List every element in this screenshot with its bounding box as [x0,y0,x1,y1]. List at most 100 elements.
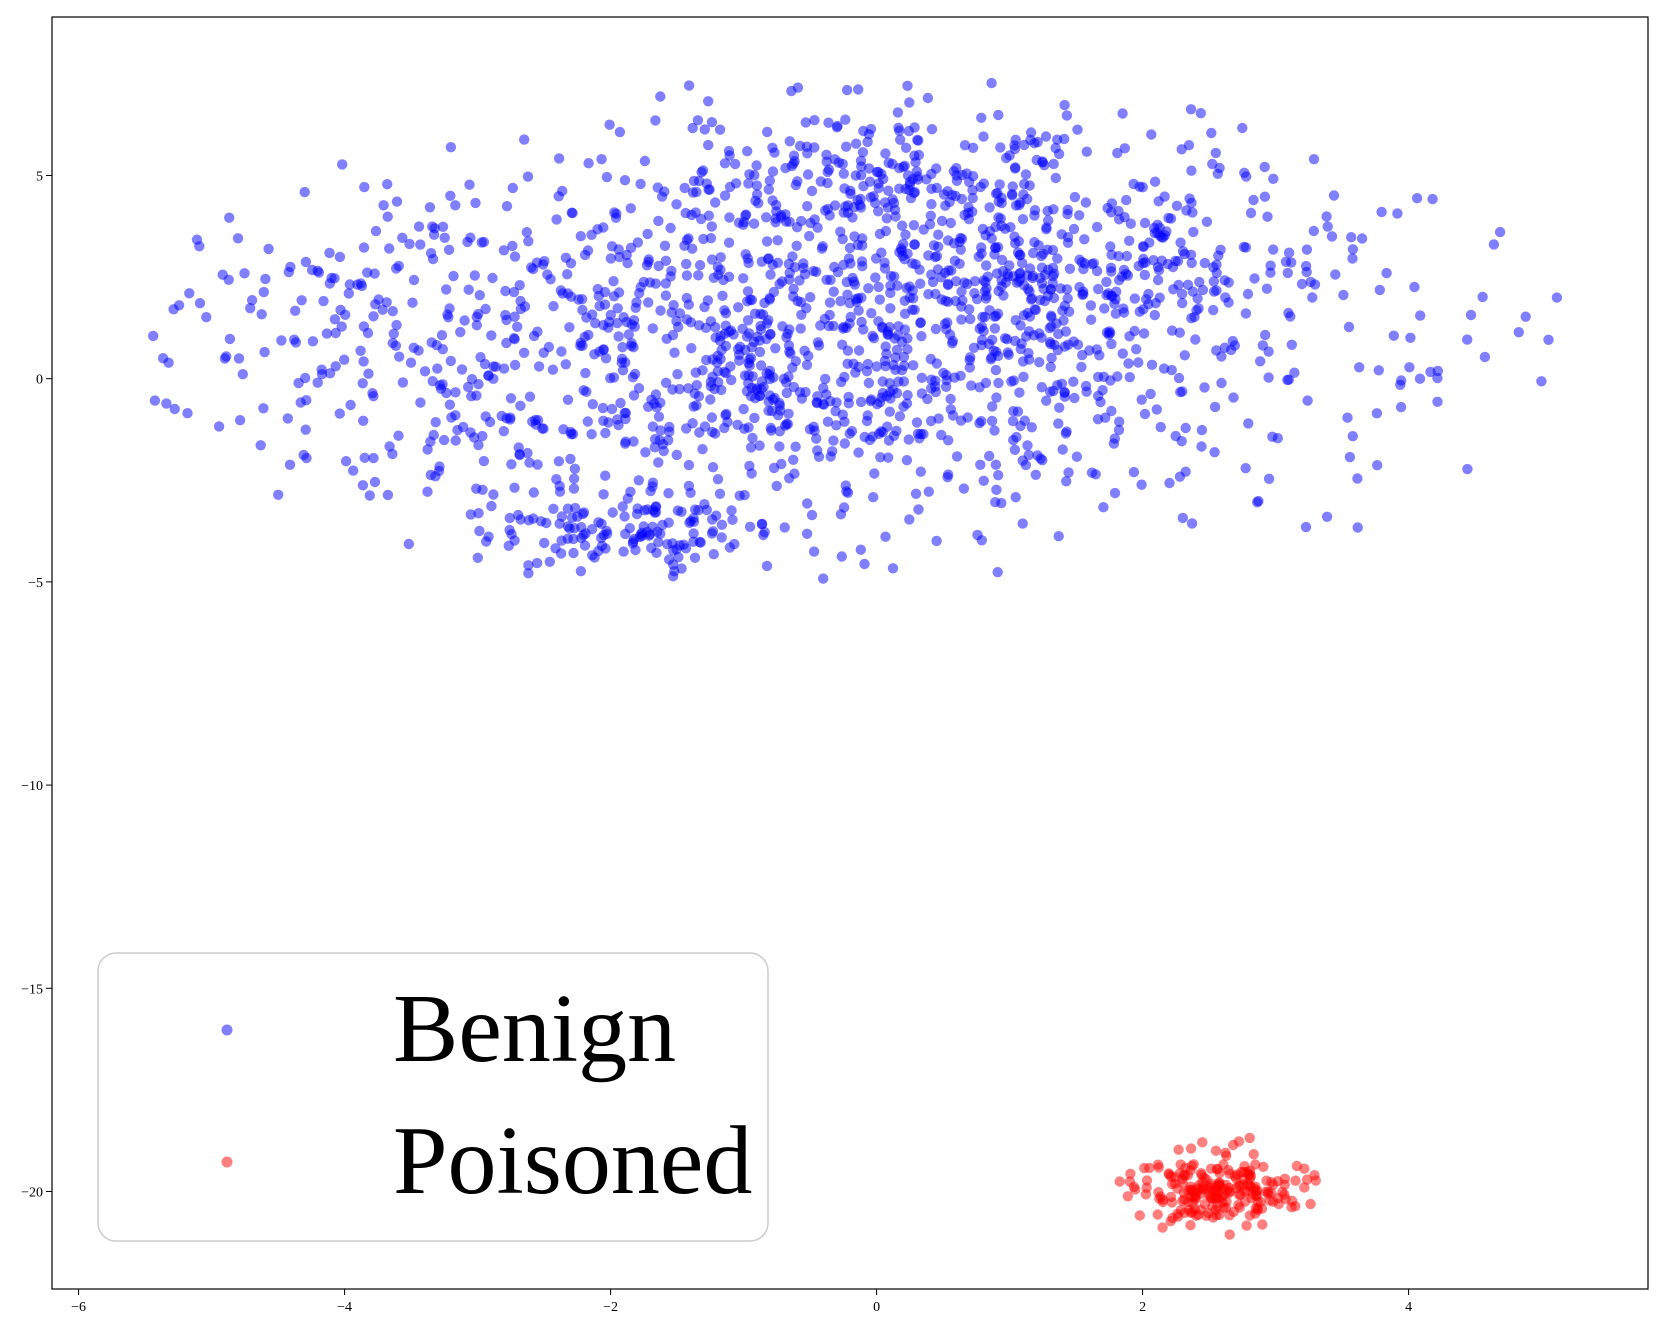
benign-point-214 [804,230,815,242]
benign-point-1723 [1009,143,1021,155]
benign-point-1903 [1031,154,1042,166]
benign-point-53 [548,503,559,514]
benign-point-440 [991,392,1002,403]
benign-point-1478 [551,214,562,225]
benign-point-997 [1113,214,1125,225]
poisoned-points [1114,1132,1322,1240]
benign-point-1460 [1155,421,1166,433]
benign-point-1095 [801,528,813,539]
benign-point-1997 [523,560,534,571]
benign-point-1547 [832,266,844,278]
benign-point-1376 [880,531,891,542]
benign-point-1524 [437,221,449,232]
benign-point-307 [234,415,246,426]
benign-point-590 [1185,104,1197,115]
benign-point-1210 [607,507,618,518]
benign-point-119 [759,527,770,538]
benign-point-915 [989,323,1001,334]
benign-point-663 [612,303,623,314]
benign-point-856 [290,305,301,316]
benign-point-142 [614,126,626,138]
benign-point-796 [1128,466,1140,478]
benign-point-1976 [273,489,284,500]
benign-point-1718 [543,341,555,353]
benign-point-842 [1101,327,1113,338]
benign-point-626 [1007,181,1018,192]
benign-point-1400 [751,160,762,171]
benign-point-293 [1347,244,1359,255]
benign-point-1192 [743,357,754,369]
benign-point-1744 [932,264,944,275]
benign-point-1574 [1121,268,1132,279]
benign-point-1373 [880,225,892,237]
benign-point-700 [1352,473,1363,484]
benign-point-1656 [726,374,737,386]
benign-point-1042 [1282,267,1294,279]
benign-point-453 [1009,162,1021,173]
benign-point-1466 [430,417,441,428]
benign-point-190 [521,227,532,238]
benign-point-1300 [663,435,674,446]
benign-point-1557 [446,412,457,423]
benign-point-1102 [474,290,485,301]
benign-point-547 [1048,204,1059,215]
benign-point-1801 [703,210,715,221]
benign-point-1101 [901,455,913,466]
benign-point-1136 [950,276,962,287]
poisoned-point-54 [1248,1149,1259,1160]
benign-point-1892 [1338,289,1349,301]
benign-point-1981 [1152,261,1164,273]
benign-point-1640 [822,416,834,427]
benign-point-1306 [613,287,625,298]
benign-point-1069 [681,270,693,281]
benign-point-1634 [1195,108,1207,119]
benign-point-1891 [629,368,641,380]
benign-point-1367 [957,295,968,306]
benign-point-1430 [1101,276,1112,288]
benign-point-1907 [428,229,440,240]
benign-point-1604 [759,297,770,309]
benign-point-1025 [1062,293,1073,304]
poisoned-point-129 [1187,1197,1198,1209]
benign-point-1468 [663,554,675,565]
benign-point-929 [672,505,684,516]
benign-point-1030 [431,340,442,351]
benign-point-1930 [954,258,965,269]
benign-point-1948 [781,332,792,343]
benign-point-1805 [839,438,850,449]
benign-point-1360 [756,518,768,530]
benign-point-1296 [705,376,717,388]
benign-point-759 [1152,274,1164,286]
benign-point-1405 [904,184,915,196]
benign-point-37 [1131,344,1142,355]
benign-point-424 [653,260,664,272]
benign-point-594 [931,535,942,547]
benign-point-1412 [616,357,627,368]
benign-point-1045 [612,317,623,329]
benign-point-1816 [792,82,804,93]
benign-point-1401 [1033,240,1044,251]
benign-point-610 [933,229,944,240]
benign-point-1975 [639,505,650,516]
benign-point-290 [681,314,693,325]
benign-point-1553 [784,473,795,484]
benign-point-1911 [831,122,843,133]
benign-point-653 [764,390,776,401]
benign-point-1938 [579,331,590,343]
benign-point-176 [628,436,639,447]
y-tick-label-5: −20 [21,1185,43,1200]
poisoned-point-101 [1165,1216,1176,1227]
benign-point-1886 [1206,127,1217,139]
benign-point-1795 [842,200,854,211]
benign-point-1836 [1139,269,1151,281]
benign-point-1326 [444,399,456,410]
benign-point-257 [694,260,706,271]
poisoned-point-188 [1179,1207,1190,1219]
benign-point-812 [981,260,992,271]
benign-point-1687 [1024,311,1036,322]
benign-point-1818 [673,552,684,563]
benign-point-1558 [1268,173,1279,184]
benign-point-1647 [1022,283,1034,295]
benign-point-1346 [592,224,603,235]
benign-point-822 [488,489,499,500]
